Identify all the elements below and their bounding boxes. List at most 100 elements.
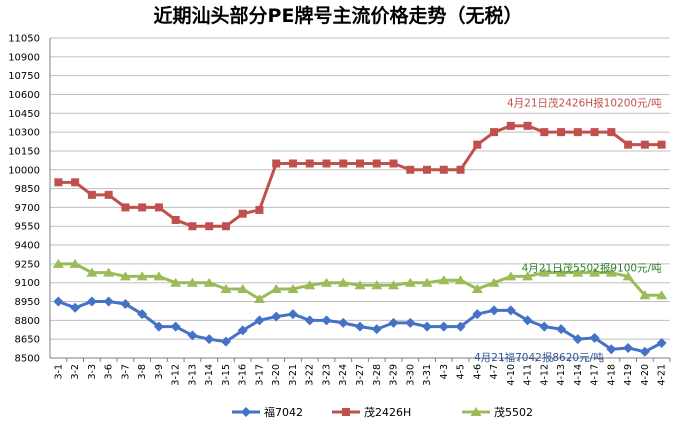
data-point <box>388 317 399 328</box>
x-tick-label: 3-22 <box>305 364 316 386</box>
data-point <box>170 321 181 332</box>
data-point <box>456 165 465 174</box>
x-tick-label: 4-13 <box>556 364 567 386</box>
x-tick-label: 3-7 <box>120 364 131 380</box>
data-point <box>540 128 549 137</box>
data-point <box>490 128 499 137</box>
data-point <box>572 267 584 277</box>
data-point <box>506 121 515 130</box>
data-point <box>605 267 617 277</box>
data-point <box>71 178 80 187</box>
data-point <box>405 317 416 328</box>
data-point <box>389 159 398 168</box>
y-tick-label: 8500 <box>15 354 40 365</box>
legend-swatch-marker <box>342 408 350 416</box>
x-tick-label: 3-15 <box>221 364 232 386</box>
data-point <box>624 140 633 149</box>
data-point <box>103 296 114 307</box>
data-point <box>406 165 415 174</box>
series-group <box>52 121 668 357</box>
series-茂5502 <box>52 258 668 304</box>
data-point <box>371 324 382 335</box>
x-tick-label: 4-10 <box>506 364 517 386</box>
data-point <box>186 277 198 287</box>
data-point <box>555 267 567 277</box>
x-tick-label: 4-7 <box>489 364 500 380</box>
data-point <box>121 203 130 212</box>
data-point <box>589 267 601 277</box>
data-point <box>69 258 81 268</box>
data-point <box>371 280 383 290</box>
x-tick-label: 3-21 <box>288 364 299 386</box>
data-point <box>639 346 650 357</box>
data-point <box>657 140 666 149</box>
data-point <box>322 159 331 168</box>
data-point <box>572 334 583 345</box>
y-tick-label: 10150 <box>8 146 40 157</box>
data-point <box>473 140 482 149</box>
data-point <box>557 128 566 137</box>
data-point <box>287 309 298 320</box>
y-tick-label: 9550 <box>15 222 40 233</box>
data-point <box>321 315 332 326</box>
data-point <box>623 342 634 353</box>
x-tick-label: 4-12 <box>539 364 550 386</box>
data-point <box>104 190 113 199</box>
legend-label: 茂2426H <box>364 405 411 419</box>
x-tick-label: 3-2 <box>70 364 81 380</box>
data-point <box>153 321 164 332</box>
y-tick-label: 9700 <box>15 203 40 214</box>
x-tick-label: 4-3 <box>439 364 450 380</box>
data-point <box>656 337 667 348</box>
x-tick-label: 3-31 <box>422 364 433 386</box>
x-tick-label: 3-20 <box>271 364 282 386</box>
data-point <box>237 325 248 336</box>
legend: 福7042 茂2426H 茂5502 <box>232 405 533 419</box>
data-point <box>305 159 314 168</box>
data-point <box>86 296 97 307</box>
data-point <box>238 209 247 218</box>
data-point <box>288 159 297 168</box>
data-point <box>372 159 381 168</box>
data-point <box>505 305 516 316</box>
y-tick-label: 10000 <box>8 165 40 176</box>
data-point <box>472 309 483 320</box>
data-point <box>338 317 349 328</box>
data-point <box>573 128 582 137</box>
data-point <box>607 128 616 137</box>
x-tick-label: 3-1 <box>53 364 64 380</box>
x-tick-label: 3-6 <box>104 364 115 380</box>
chart-title: 近期汕头部分PE牌号主流价格走势（无税） <box>154 4 523 27</box>
data-point <box>53 296 64 307</box>
y-tick-label: 10600 <box>8 90 40 101</box>
data-point <box>187 330 198 341</box>
data-point <box>422 321 433 332</box>
y-tick-label: 9850 <box>15 184 40 195</box>
data-point <box>354 280 366 290</box>
data-point <box>556 324 567 335</box>
legend-label: 茂5502 <box>494 405 533 419</box>
data-point <box>622 271 634 281</box>
data-point <box>539 321 550 332</box>
data-point <box>455 321 466 332</box>
data-point <box>205 222 214 231</box>
x-tick-label: 3-8 <box>137 364 148 380</box>
data-point <box>455 275 467 285</box>
x-tick-label: 3-9 <box>154 364 165 380</box>
legend-swatch-marker <box>470 407 482 416</box>
data-point <box>70 302 81 313</box>
data-point <box>522 271 534 281</box>
data-point <box>86 267 98 277</box>
data-point <box>356 159 364 168</box>
data-point <box>355 321 365 332</box>
data-point <box>153 271 165 281</box>
x-tick-label: 3-13 <box>187 364 198 386</box>
y-tick-label: 8950 <box>15 297 40 308</box>
data-point <box>52 258 64 268</box>
x-tick-label: 3-12 <box>171 364 182 386</box>
data-point <box>171 215 180 224</box>
data-point <box>639 290 651 300</box>
x-tick-label: 4-18 <box>606 364 617 386</box>
